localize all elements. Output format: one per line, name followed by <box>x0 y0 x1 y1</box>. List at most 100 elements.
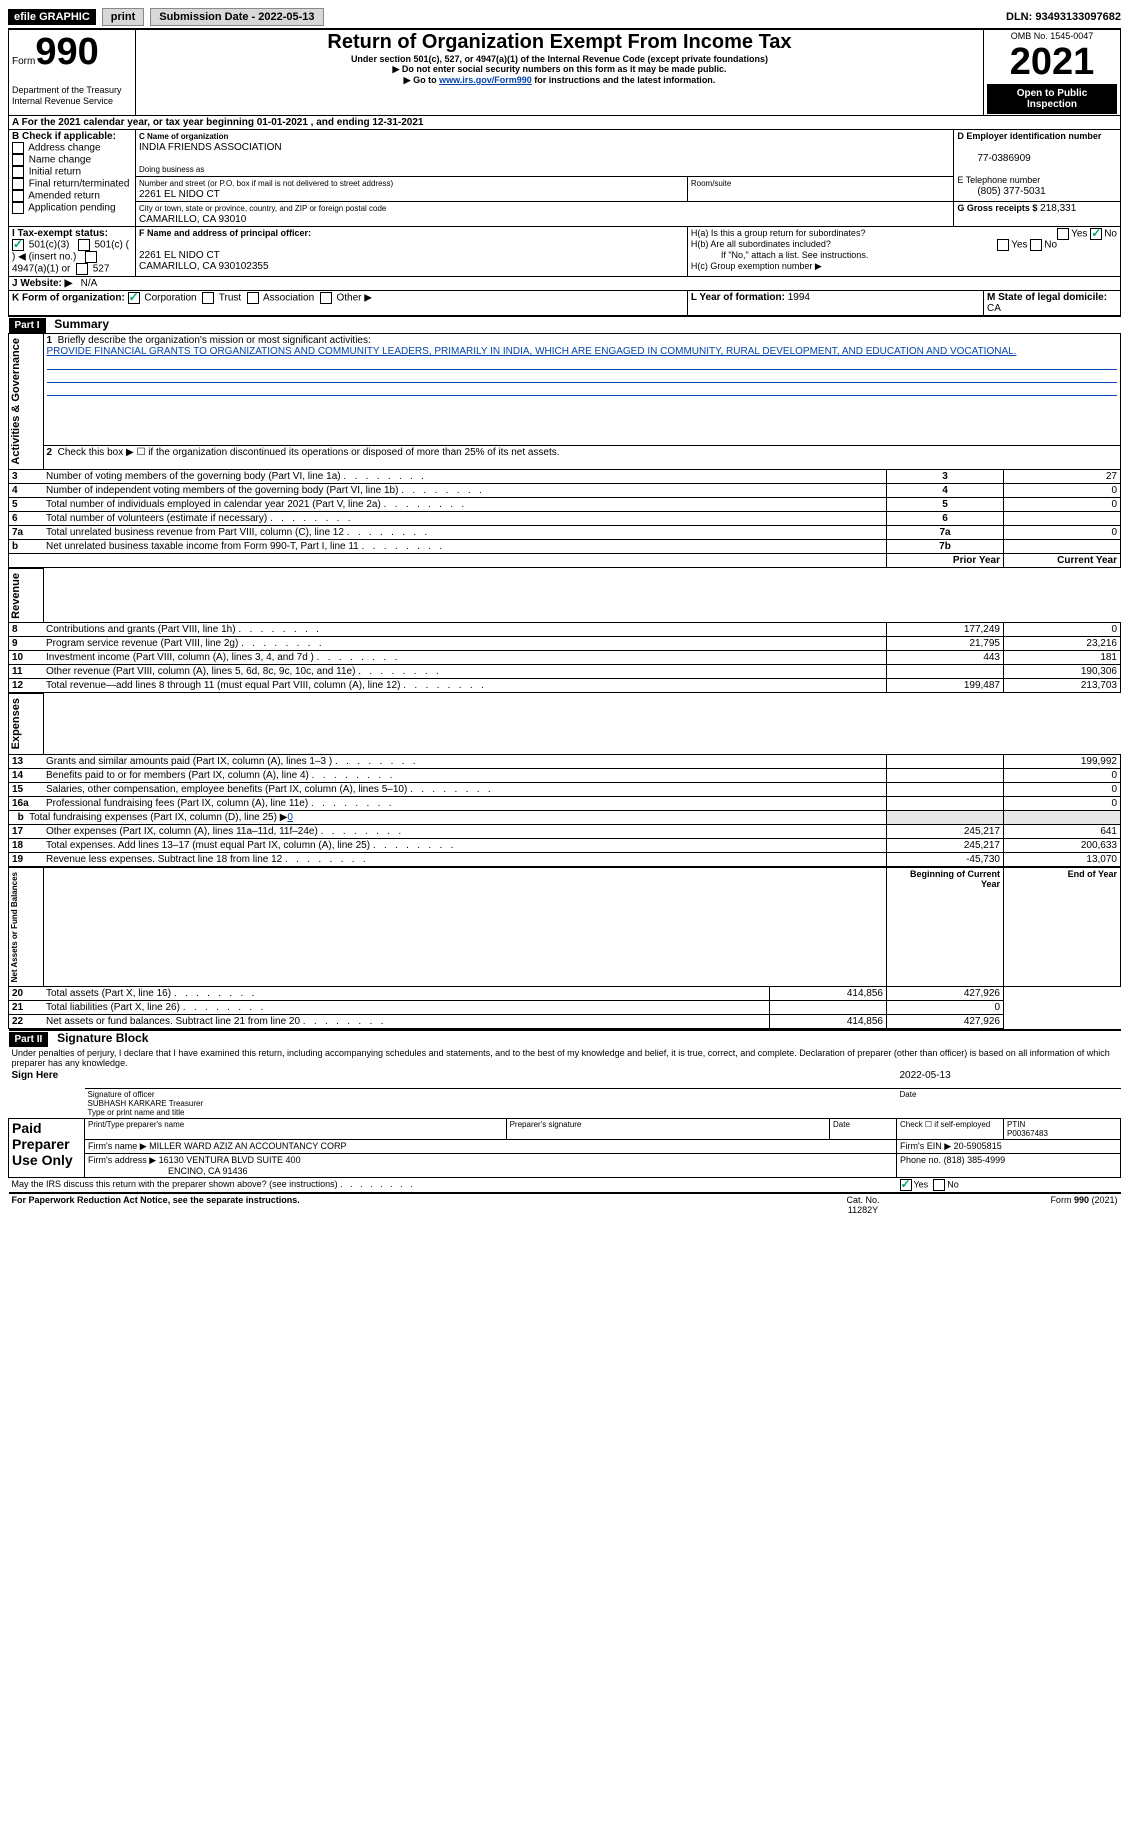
box-num: 3 <box>887 469 1004 483</box>
dln: DLN: 93493133097682 <box>1006 11 1121 23</box>
ha-yes-checkbox[interactable] <box>1057 228 1069 240</box>
box-num: 7a <box>887 525 1004 539</box>
section-f: F Name and address of principal officer:… <box>136 227 688 277</box>
current-value: 641 <box>1004 824 1121 838</box>
line-text: Total number of individuals employed in … <box>43 497 887 511</box>
line-num: 18 <box>9 838 44 852</box>
prior-value: 177,249 <box>887 623 1004 637</box>
line-num: 5 <box>9 497 44 511</box>
part-ii: Part II Signature Block Under penalties … <box>8 1029 1121 1216</box>
line-num: 9 <box>9 637 44 651</box>
current-value: 13,070 <box>1004 852 1121 866</box>
section-h: H(a) Is this a group return for subordin… <box>687 227 1120 277</box>
line-text: Total number of volunteers (estimate if … <box>43 511 887 525</box>
revenue-table: Revenue 8 Contributions and grants (Part… <box>8 568 1121 694</box>
current-value: 0 <box>1004 768 1121 782</box>
line-num: 22 <box>9 1015 44 1029</box>
prior-value <box>887 782 1004 796</box>
sign-here: Sign Here <box>9 1069 85 1119</box>
prior-value: 414,856 <box>770 987 887 1001</box>
final-return-checkbox[interactable] <box>12 178 24 190</box>
initial-return-checkbox[interactable] <box>12 166 24 178</box>
501c-checkbox[interactable] <box>78 239 90 251</box>
line-text: Total unrelated business revenue from Pa… <box>43 525 887 539</box>
room-suite: Room/suite <box>687 177 953 202</box>
501c3-checkbox[interactable] <box>12 239 24 251</box>
discuss-no-checkbox[interactable] <box>933 1179 945 1191</box>
line-num: b <box>9 539 44 553</box>
end-year-hdr: End of Year <box>1004 867 1121 986</box>
address-change-checkbox[interactable] <box>12 142 24 154</box>
prior-value <box>887 754 1004 768</box>
topbar: efile GRAPHIC print Submission Date - 20… <box>8 8 1121 26</box>
prior-value: 199,487 <box>887 679 1004 693</box>
line-2: 2 Check this box ▶ ☐ if the organization… <box>43 445 1121 469</box>
box-num: 4 <box>887 483 1004 497</box>
current-value: 0 <box>1004 623 1121 637</box>
prior-value: 245,217 <box>887 838 1004 852</box>
trust-checkbox[interactable] <box>202 292 214 304</box>
application-pending-checkbox[interactable] <box>12 202 24 214</box>
hb-yes-checkbox[interactable] <box>997 239 1009 251</box>
amended-return-checkbox[interactable] <box>12 190 24 202</box>
line-num: 16a <box>9 796 44 810</box>
hb-no-checkbox[interactable] <box>1030 239 1042 251</box>
line-num: 19 <box>9 852 44 866</box>
prior-value <box>887 768 1004 782</box>
line-text: Number of independent voting members of … <box>43 483 887 497</box>
prior-value: 443 <box>887 651 1004 665</box>
title-cell: Return of Organization Exempt From Incom… <box>136 29 984 116</box>
declaration: Under penalties of perjury, I declare th… <box>9 1047 1121 1069</box>
current-value: 199,992 <box>1004 754 1121 768</box>
ha-no-checkbox[interactable] <box>1090 228 1102 240</box>
col-hdr-blank <box>9 553 887 567</box>
line-text: Program service revenue (Part VIII, line… <box>43 637 887 651</box>
4947-checkbox[interactable] <box>85 251 97 263</box>
print-button[interactable]: print <box>102 8 144 26</box>
line-text: Number of voting members of the governin… <box>43 469 887 483</box>
section-c-name: C Name of organization INDIA FRIENDS ASS… <box>136 130 954 177</box>
submission-date: Submission Date - 2022-05-13 <box>150 8 323 26</box>
current-value: 427,926 <box>887 987 1004 1001</box>
line-text: Total assets (Part X, line 16) <box>43 987 770 1001</box>
current-value: 23,216 <box>1004 637 1121 651</box>
527-checkbox[interactable] <box>76 263 88 275</box>
line-num: 15 <box>9 782 44 796</box>
current-value: 213,703 <box>1004 679 1121 693</box>
prior-year-hdr: Prior Year <box>887 553 1004 567</box>
section-c-street: Number and street (or P.O. box if mail i… <box>136 177 688 202</box>
section-m: M State of legal domicile: CA <box>984 291 1121 317</box>
other-checkbox[interactable] <box>320 292 332 304</box>
line-text: Revenue less expenses. Subtract line 18 … <box>43 852 887 866</box>
value <box>1004 511 1121 525</box>
value: 27 <box>1004 469 1121 483</box>
cat-no: Cat. No. 11282Y <box>830 1193 897 1216</box>
current-value: 427,926 <box>887 1015 1004 1029</box>
officer-sig <box>85 1069 897 1089</box>
prior-value: 21,795 <box>887 637 1004 651</box>
discuss-line: May the IRS discuss this return with the… <box>9 1178 897 1194</box>
box-num: 7b <box>887 539 1004 553</box>
part-i-body: Activities & Governance 1 Briefly descri… <box>8 333 1121 568</box>
discuss-yes-checkbox[interactable] <box>900 1179 912 1191</box>
line-num: 14 <box>9 768 44 782</box>
part-i-header: Part I Summary <box>9 316 1121 333</box>
begin-year-hdr: Beginning of Current Year <box>887 867 1004 986</box>
line-num: 8 <box>9 623 44 637</box>
sig-date: 2022-05-13 <box>897 1069 1121 1089</box>
assoc-checkbox[interactable] <box>247 292 259 304</box>
section-c-city: City or town, state or province, country… <box>136 202 954 227</box>
prior-value <box>887 665 1004 679</box>
line-num: 10 <box>9 651 44 665</box>
paperwork-notice: For Paperwork Reduction Act Notice, see … <box>9 1193 830 1216</box>
line-num: 12 <box>9 679 44 693</box>
section-g: G Gross receipts $ 218,331 <box>954 202 1121 227</box>
section-d-e: D Employer identification number 77-0386… <box>954 130 1121 202</box>
side-net: Net Assets or Fund Balances <box>9 868 20 986</box>
part-ii-header: Part II Signature Block <box>9 1030 1121 1047</box>
current-value: 0 <box>887 1001 1004 1015</box>
irs-link[interactable]: www.irs.gov/Form990 <box>439 75 532 85</box>
corp-checkbox[interactable] <box>128 292 140 304</box>
name-change-checkbox[interactable] <box>12 154 24 166</box>
value: 0 <box>1004 525 1121 539</box>
